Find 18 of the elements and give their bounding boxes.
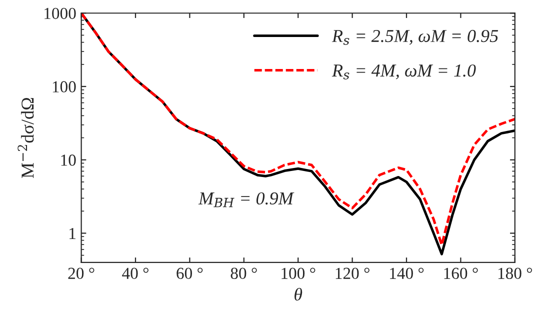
y-tick-label: 1000 — [44, 8, 76, 20]
annotation: M$_{BH}$ = 0.9M — [198, 192, 294, 208]
y-tick-label: 1 — [70, 228, 76, 239]
legend-label: R$_{s}$ = 2.5M, ωM = 0.95 — [332, 30, 498, 45]
x-tick-label: 140 ° — [390, 268, 424, 279]
x-tick-label: 120 ° — [336, 268, 370, 279]
x-tick-label: 160 ° — [444, 268, 478, 279]
y-axis-title: M$^{−2}$dσ/dΩ — [18, 98, 34, 178]
x-tick-label: 60 ° — [176, 268, 203, 279]
x-tick-label: 40 ° — [122, 268, 148, 279]
x-tick-label: 100 ° — [282, 268, 316, 279]
x-tick-label: 180 ° — [498, 268, 532, 279]
legend-label: R$_{s}$ = 4M, ωM = 1.0 — [332, 64, 476, 80]
x-axis-title: θ — [294, 288, 302, 301]
x-tick-label: 80 ° — [230, 268, 257, 279]
y-tick-label: 10 — [61, 154, 76, 166]
y-tick-label: 100 — [52, 81, 76, 92]
x-tick-label: 20 ° — [68, 268, 94, 279]
